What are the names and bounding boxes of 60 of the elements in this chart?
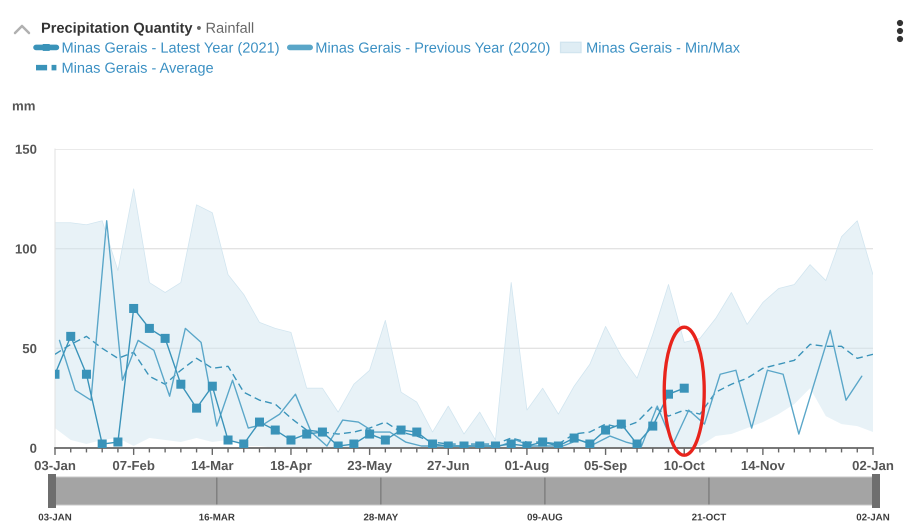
x-tick-label: 01-Aug [505, 460, 548, 473]
x-tick-label: 03-Jan [34, 460, 76, 470]
y-axis-title: mm [12, 103, 35, 110]
x-tick-label: 10-Oct [664, 460, 705, 470]
legend-label: Minas Gerais - Min/Max [587, 42, 740, 53]
point [224, 436, 233, 445]
point [349, 440, 358, 448]
point [239, 440, 248, 448]
point [66, 332, 76, 341]
y-tick-label: 50 [22, 344, 36, 354]
point [601, 426, 610, 435]
point [632, 440, 642, 448]
point [538, 438, 548, 447]
y-tick-label: 150 [16, 144, 36, 154]
point [270, 426, 280, 435]
x2-tick-label: 02-JAN [856, 514, 890, 520]
x2-tick-label: 09-AUG [527, 514, 562, 520]
point [82, 370, 91, 379]
x-tick-label: 02-Jan [852, 460, 894, 470]
legend-label: Minas Gerais - Previous Year (2020) [316, 42, 550, 56]
point [176, 380, 186, 389]
x-tick-label: 05-Sep [584, 460, 627, 473]
point [680, 384, 689, 393]
point [506, 440, 516, 448]
chart-subtitle: • Rainfall [196, 22, 254, 33]
point [412, 428, 422, 437]
point [254, 418, 264, 427]
x-tick-label: 18-Apr [270, 460, 312, 473]
point [570, 434, 579, 443]
x-tick-label: 07-Feb [112, 460, 154, 470]
point [208, 382, 217, 391]
point [113, 438, 122, 447]
x-tick-label: 14-Nov [742, 460, 785, 470]
point [365, 430, 374, 439]
x2-tick-label: 28-MAY [364, 514, 398, 520]
x-tick-label: 23-May [348, 460, 392, 473]
legend-label: Minas Gerais - Latest Year (2021) [62, 42, 279, 56]
y-tick-label: 0 [30, 444, 36, 453]
point [318, 428, 327, 437]
chart-title: Precipitation Quantity [42, 22, 192, 36]
legend-label: Minas Gerais - Average [62, 62, 213, 76]
x-tick-label: 14-Mar [192, 460, 234, 470]
point [428, 440, 438, 448]
x2-tick-label: 21-OCT [692, 514, 726, 520]
x2-tick-label: 16-MAR [199, 514, 235, 520]
x2-tick-label: 03-JAN [38, 514, 72, 520]
point [129, 304, 138, 313]
point [648, 422, 658, 431]
point [98, 440, 107, 448]
point [585, 440, 594, 448]
point [160, 334, 170, 343]
point [616, 420, 626, 429]
point [380, 436, 390, 445]
point [144, 324, 154, 333]
point [286, 436, 296, 445]
point [302, 430, 312, 439]
y-tick-label: 100 [16, 244, 36, 254]
point [192, 404, 202, 413]
point [396, 426, 406, 435]
x-tick-label: 27-Jun [427, 460, 469, 470]
